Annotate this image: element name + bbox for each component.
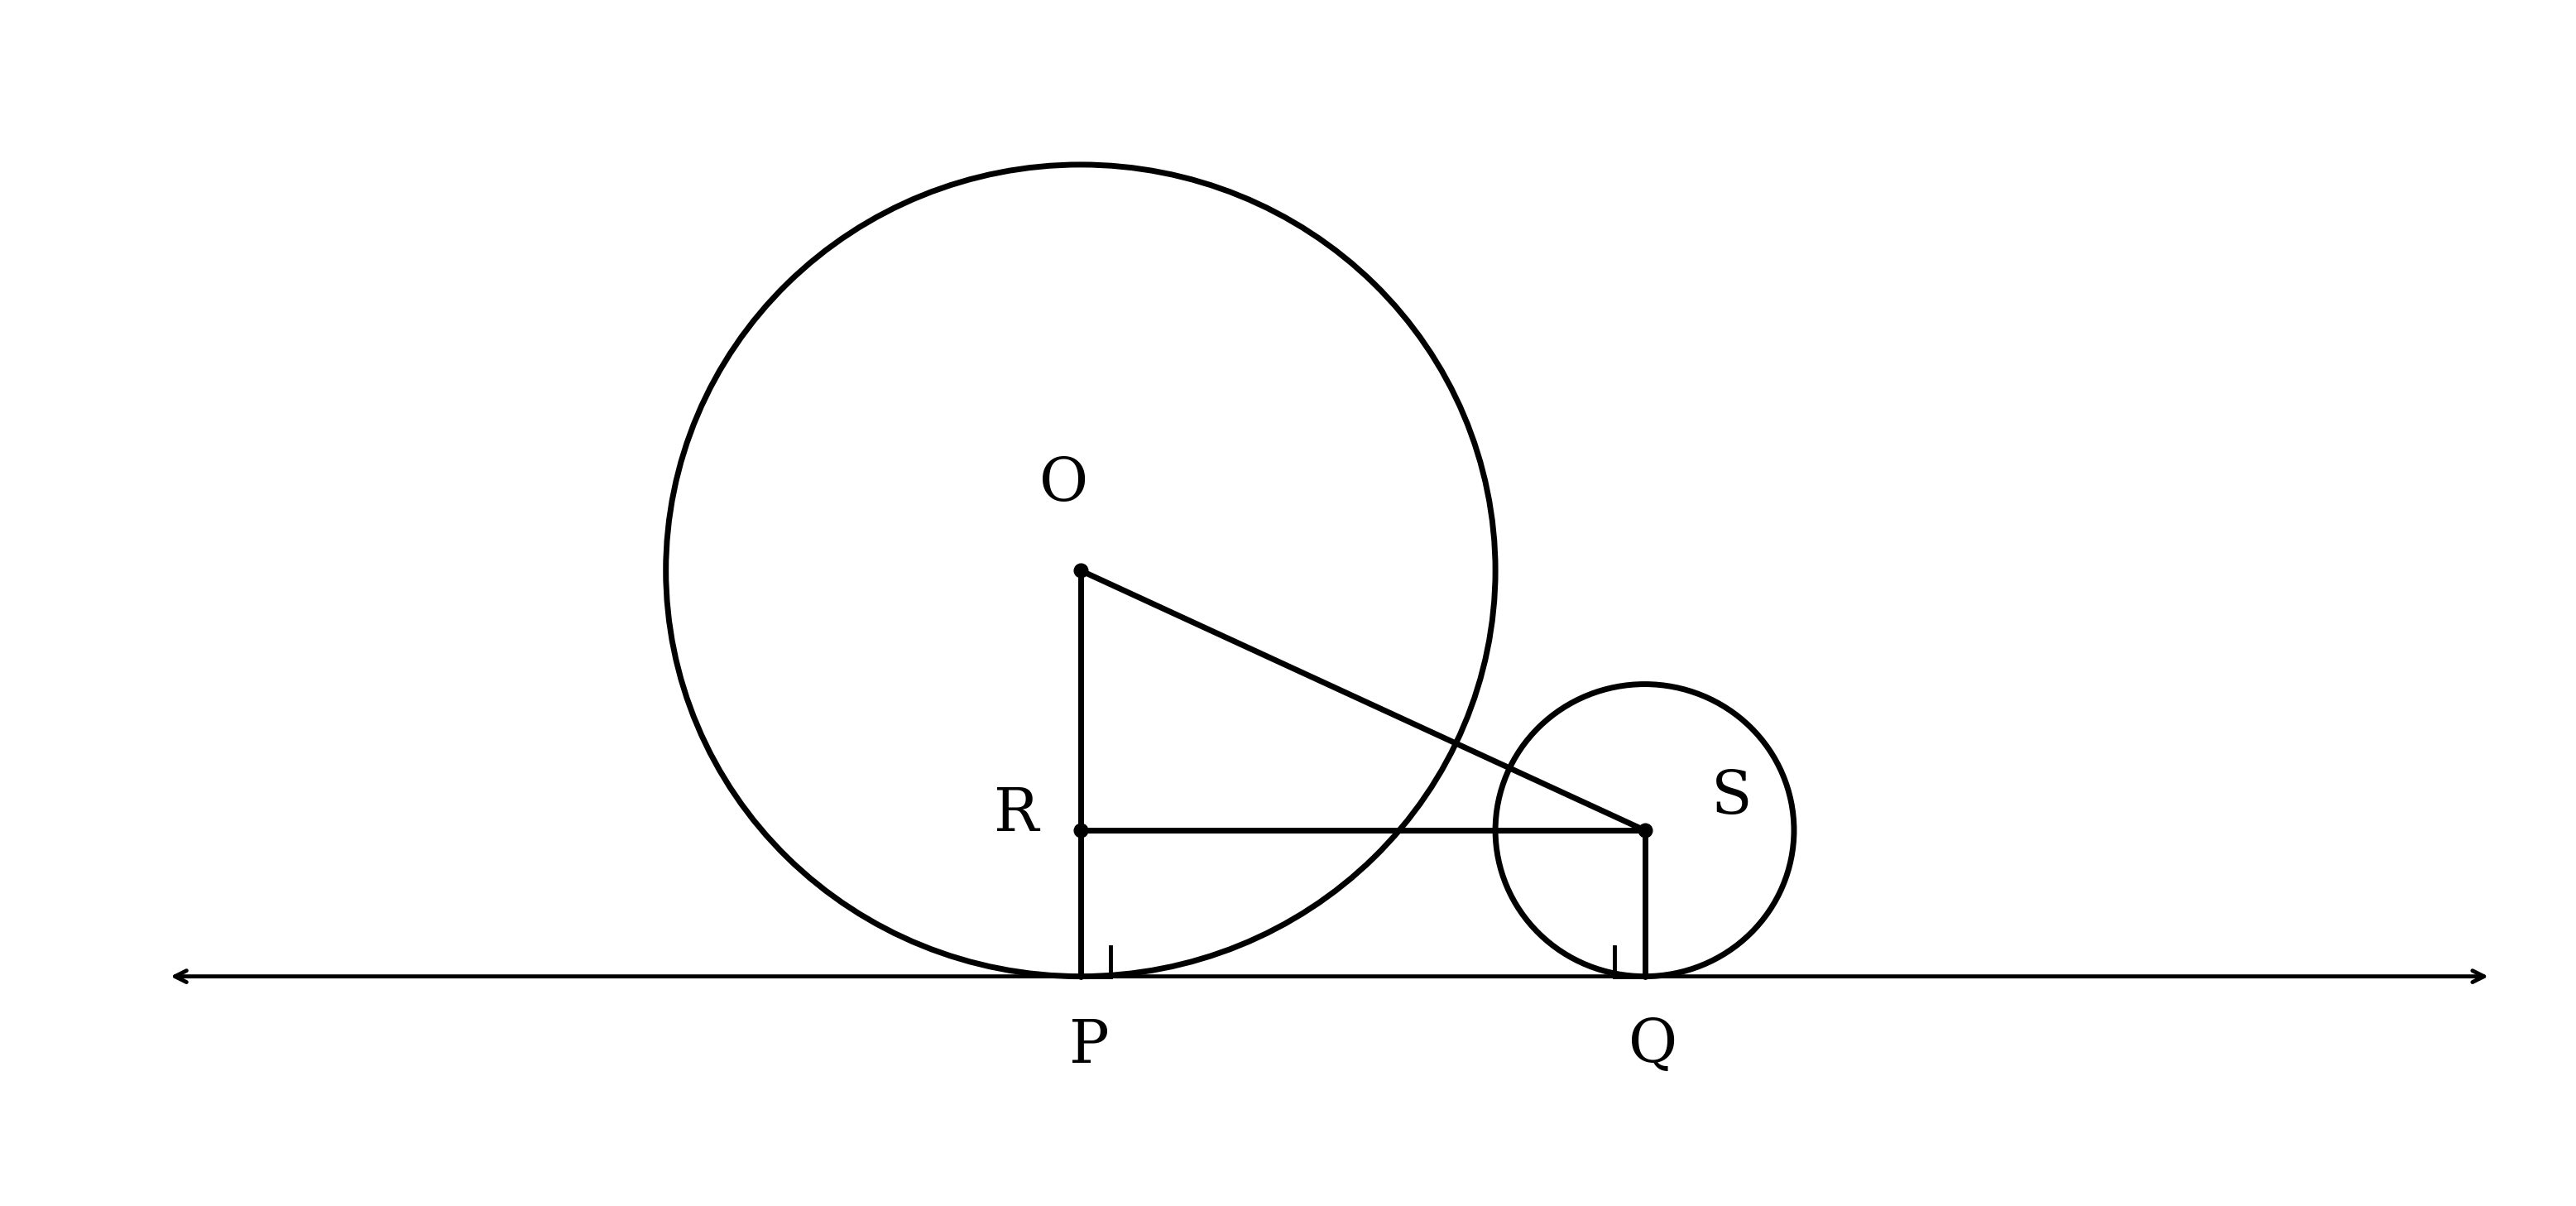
Text: R: R [994,785,1038,843]
Text: S: S [1710,768,1752,827]
Text: P: P [1069,1017,1110,1076]
Text: O: O [1041,456,1090,514]
Text: Q: Q [1628,1017,1677,1076]
